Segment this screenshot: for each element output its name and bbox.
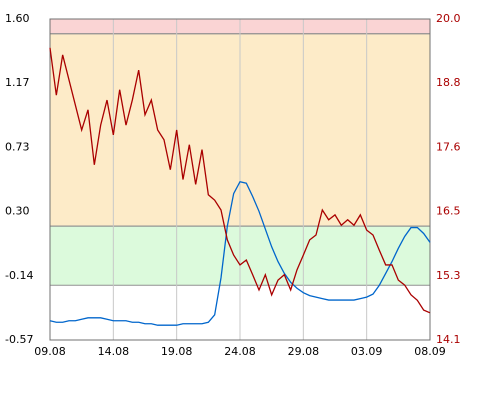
y-tick-label: -0.57 <box>5 333 33 346</box>
x-tick-label: 24.08 <box>224 345 256 358</box>
y2-tick-label: 16.5 <box>436 205 461 218</box>
x-tick-label: 19.08 <box>161 345 193 358</box>
series-line <box>49 180 431 326</box>
x-tick-label: 09.08 <box>34 345 66 358</box>
series-line <box>49 47 431 314</box>
x-tick-label: 03.09 <box>351 345 383 358</box>
y-tick-label: 1.17 <box>5 76 30 89</box>
plot-frame <box>49 18 431 341</box>
y2-tick-label: 17.6 <box>436 140 461 153</box>
y2-tick-label: 18.8 <box>436 76 461 89</box>
y-tick-label: 0.30 <box>5 205 30 218</box>
x-tick-label: 29.08 <box>288 345 320 358</box>
y2-tick-label: 20.0 <box>436 12 461 25</box>
x-tick-label: 08.09 <box>414 345 446 358</box>
y-tick-label: -0.14 <box>5 269 33 282</box>
y-tick-label: 0.73 <box>5 140 30 153</box>
y-tick-label: 1.60 <box>5 12 30 25</box>
y2-tick-label: 14.1 <box>436 333 461 346</box>
x-tick-label: 14.08 <box>98 345 130 358</box>
y2-tick-label: 15.3 <box>436 269 461 282</box>
